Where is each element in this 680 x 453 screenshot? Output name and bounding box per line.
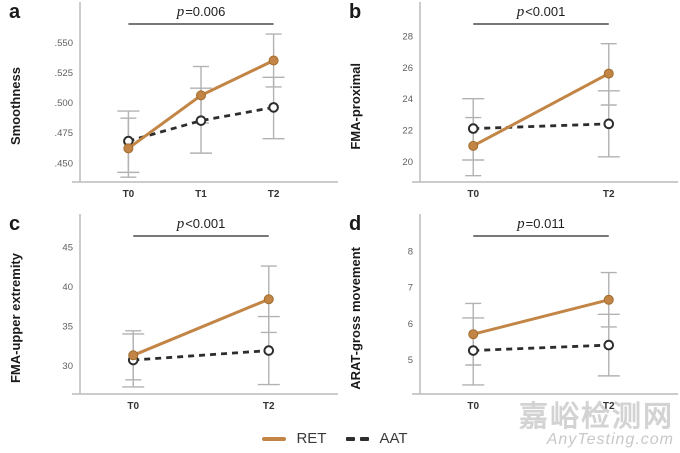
svg-text:7: 7 xyxy=(408,283,413,294)
svg-text:35: 35 xyxy=(62,322,73,333)
svg-text:8: 8 xyxy=(408,246,413,257)
panel-a: a Smoothness .450 .475 .500 .525 .550 T0 T1 T2 p… xyxy=(0,0,340,212)
svg-text:28: 28 xyxy=(402,31,413,42)
legend: RET AAT xyxy=(0,424,680,453)
svg-text:6: 6 xyxy=(408,319,413,330)
y-axis-title-smoothness: Smoothness xyxy=(7,66,23,145)
panel-letter-c: c xyxy=(9,213,21,235)
y-axis-title-arat-gross-movement: ARAT-gross movement xyxy=(347,246,363,390)
svg-text:p=0.011: p=0.011 xyxy=(516,216,565,232)
plot-fma-proximal: 20 22 24 26 28 T0 T2 p<0.001 xyxy=(402,2,678,200)
svg-text:.525: .525 xyxy=(55,68,74,79)
svg-text:T0: T0 xyxy=(127,401,139,412)
panel-letter-b: b xyxy=(349,1,362,23)
svg-text:T2: T2 xyxy=(603,401,615,412)
svg-text:22: 22 xyxy=(402,126,413,137)
svg-text:T2: T2 xyxy=(268,189,280,200)
panel-letter-d: d xyxy=(349,213,362,235)
svg-text:T2: T2 xyxy=(263,401,275,412)
y-axis-title-wrap-b: FMA-proximal xyxy=(340,0,370,212)
panel-d: d ARAT-gross movement 5 6 7 8 T0 T2 p=0.011 xyxy=(340,212,680,424)
y-axis-title-fma-upper-extremity: FMA-upper extremity xyxy=(7,252,23,384)
svg-text:30: 30 xyxy=(62,361,73,372)
panel-c: c FMA-upper extremity 30 35 40 45 T0 T2 p<0.00… xyxy=(0,212,340,424)
plot-smoothness: .450 .475 .500 .525 .550 T0 T1 T2 p=0.006 xyxy=(55,2,338,200)
svg-text:20: 20 xyxy=(402,157,413,168)
y-axis-title-fma-proximal: FMA-proximal xyxy=(347,62,363,150)
svg-text:p=0.006: p=0.006 xyxy=(176,4,226,20)
svg-text:T1: T1 xyxy=(195,189,207,200)
svg-text:p<0.001: p<0.001 xyxy=(176,216,226,232)
svg-text:5: 5 xyxy=(408,355,413,366)
svg-text:T0: T0 xyxy=(467,189,479,200)
aat-dashed-line-swatch xyxy=(346,436,370,441)
svg-text:.475: .475 xyxy=(55,128,74,139)
y-axis-title-wrap-a: Smoothness xyxy=(0,0,30,212)
svg-text:T0: T0 xyxy=(123,189,135,200)
svg-text:40: 40 xyxy=(62,282,73,293)
y-axis-title-wrap-d: ARAT-gross movement xyxy=(340,212,370,424)
ret-line-swatch xyxy=(262,436,287,441)
panel-letter-a: a xyxy=(9,1,21,23)
panel-b: b FMA-proximal 20 22 24 26 28 T0 T2 p<0.001 xyxy=(340,0,680,212)
svg-text:p<0.001: p<0.001 xyxy=(516,4,566,20)
svg-text:24: 24 xyxy=(402,94,413,105)
svg-text:.450: .450 xyxy=(55,158,74,169)
legend-label-ret: RET xyxy=(296,430,327,447)
y-axis-title-wrap-c: FMA-upper extremity xyxy=(0,212,30,424)
svg-text:26: 26 xyxy=(402,63,413,74)
panel-grid: a Smoothness .450 .475 .500 .525 .550 T0 T1 T2 p… xyxy=(0,0,680,424)
svg-text:T0: T0 xyxy=(467,401,479,412)
plot-fma-upper-extremity: 30 35 40 45 T0 T2 p<0.001 xyxy=(62,214,338,412)
svg-text:45: 45 xyxy=(62,243,73,254)
svg-text:.500: .500 xyxy=(55,98,74,109)
plot-arat-gross-movement: 5 6 7 8 T0 T2 p=0.011 xyxy=(408,214,678,412)
svg-text:.550: .550 xyxy=(55,38,74,49)
svg-text:T2: T2 xyxy=(603,189,615,200)
legend-label-aat: AAT xyxy=(379,430,408,447)
